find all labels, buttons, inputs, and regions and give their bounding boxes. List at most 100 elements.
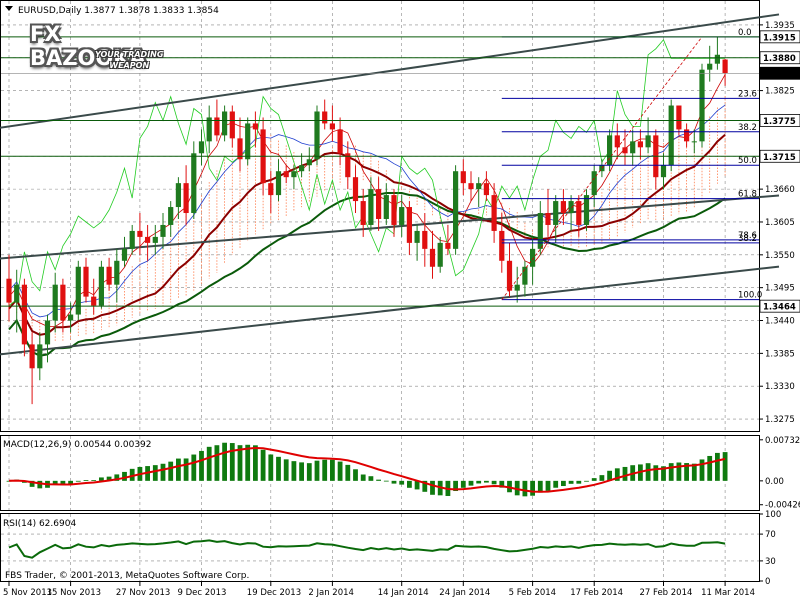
macd-histogram-bar: [191, 454, 197, 481]
candle: [691, 129, 697, 154]
macd-histogram-bar: [476, 480, 482, 484]
candle-body: [329, 123, 335, 130]
macd-histogram-bar: [614, 468, 620, 481]
candle: [476, 177, 482, 208]
date-tick-label: 9 Dec 2013: [178, 588, 227, 598]
date-tick-label: 19 Dec 2013: [247, 588, 301, 598]
fib-level-label: 23.6: [738, 89, 757, 99]
fib-level-label: 78.6: [738, 231, 757, 241]
candle: [206, 105, 212, 154]
candle: [352, 165, 359, 214]
macd-panel: [6, 442, 728, 497]
macd-histogram-bar: [376, 479, 381, 481]
macd-histogram-bar: [545, 480, 551, 491]
fib-level-label: 61.8: [738, 190, 757, 200]
candle-body: [121, 248, 128, 261]
candle: [591, 165, 597, 208]
candle: [14, 269, 20, 333]
candle-body: [622, 147, 628, 154]
macd-histogram-bar: [414, 480, 420, 490]
logo-subtitle: YOUR TRADING WEAPON: [95, 49, 163, 71]
candle-body: [14, 284, 20, 303]
candle: [198, 129, 205, 166]
candle: [245, 117, 251, 166]
macd-histogram-bar: [530, 480, 535, 496]
macd-histogram-bar: [283, 459, 289, 481]
macd-histogram-bar: [199, 450, 204, 481]
candle: [6, 254, 12, 321]
candle: [237, 117, 243, 172]
macd-histogram-bar: [453, 480, 458, 492]
candle-body: [214, 117, 220, 136]
candle-body: [245, 123, 251, 160]
macd-histogram-bar: [237, 445, 243, 481]
macd-histogram-bar: [222, 442, 227, 481]
macd-histogram-bar: [276, 456, 281, 481]
candle-body: [229, 111, 235, 139]
macd-histogram-bar: [183, 458, 189, 481]
macd-histogram-bar: [391, 480, 397, 484]
candle-body: [237, 138, 243, 160]
candle-body: [476, 183, 482, 190]
candle-body: [21, 284, 27, 345]
candle-body: [684, 129, 690, 142]
candle-body: [376, 189, 382, 219]
macd-histogram-bar: [99, 477, 104, 481]
price-marker-box: [759, 299, 800, 313]
candle-body: [306, 159, 312, 166]
macd-histogram-bar: [576, 480, 582, 484]
rsi-tick-label: 100: [765, 510, 781, 520]
macd-histogram-bar: [260, 449, 266, 481]
rsi-panel-frame: [0, 513, 760, 582]
candle-body: [106, 266, 112, 285]
price-marker-label: 1.3915: [763, 33, 796, 43]
date-tick-label: 2 Jan 2014: [308, 588, 354, 598]
candle: [545, 189, 551, 237]
candle-body: [222, 111, 228, 136]
candle: [383, 183, 389, 225]
candle-body: [722, 59, 728, 74]
candle-body: [668, 105, 674, 166]
candle: [491, 183, 497, 243]
macd-histogram-bar: [599, 475, 605, 481]
rsi-tick-label: 70: [765, 530, 776, 540]
channel-upper-line: [0, 13, 780, 129]
candle-body: [6, 278, 12, 303]
macd-histogram-bar: [430, 480, 435, 495]
candle-body: [252, 123, 258, 130]
candle-body: [460, 171, 466, 184]
candle-body: [537, 213, 543, 249]
macd-tick-label: 0.00: [765, 477, 784, 487]
candle: [145, 224, 151, 261]
macd-signal-line: [8, 446, 726, 493]
candle: [306, 147, 312, 172]
candle-body: [83, 266, 89, 297]
macd-histogram-bar: [337, 461, 343, 481]
candle: [291, 165, 297, 190]
candle-body: [406, 207, 412, 243]
macd-histogram-bar: [345, 464, 351, 481]
candle-body: [429, 248, 436, 267]
candle-body: [183, 183, 189, 214]
macd-histogram-bar: [6, 480, 12, 482]
fx-bazooka-logo: FX BAZOOKA YOUR TRADING WEAPON: [30, 22, 165, 82]
candle: [98, 260, 104, 309]
macd-histogram-bar: [353, 469, 358, 481]
candle-body: [345, 153, 351, 178]
date-tick-label: 14 Jan 2014: [378, 588, 429, 598]
candle: [568, 195, 574, 231]
fib-level-label: 38.2: [738, 234, 757, 244]
header-dropdown-icon[interactable]: [5, 6, 13, 11]
macd-histogram-bar: [122, 471, 127, 481]
candle-body: [445, 242, 451, 249]
macd-tick-label: -0.00426: [765, 501, 800, 511]
price-tick-label: 1.3605: [765, 218, 795, 228]
macd-histogram-bar: [330, 459, 335, 481]
candle: [121, 236, 128, 267]
candle: [722, 58, 728, 86]
candle-body: [545, 213, 551, 225]
candle-body: [576, 201, 582, 225]
candle-body: [437, 242, 443, 267]
macd-histogram-bar: [522, 480, 528, 497]
